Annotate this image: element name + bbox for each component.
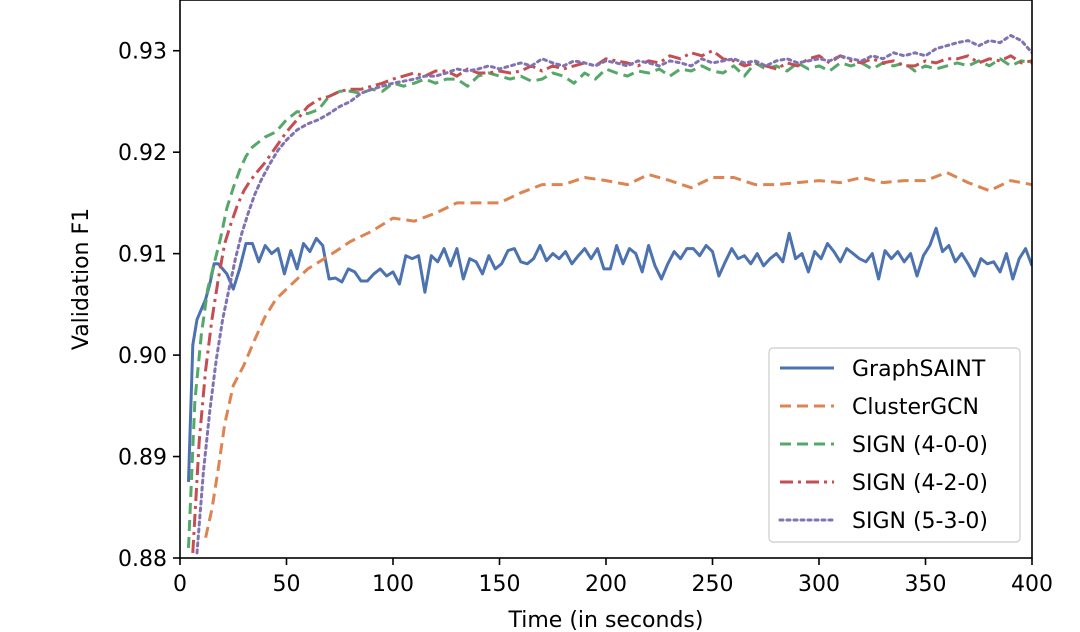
x-tick-label: 0 <box>173 572 187 597</box>
x-tick-label: 200 <box>585 572 627 597</box>
y-tick-label: 0.91 <box>118 243 167 268</box>
y-tick-label: 0.90 <box>118 344 167 369</box>
legend-label: SIGN (4-0-0) <box>852 433 988 458</box>
series-line-5 <box>195 34 1032 555</box>
y-tick-label: 0.88 <box>118 547 167 572</box>
y-axis-label: Validation F1 <box>69 208 94 350</box>
y-tick-label: 0.89 <box>118 446 167 471</box>
y-tick-label: 0.92 <box>118 141 167 166</box>
legend-label: SIGN (4-2-0) <box>852 471 988 496</box>
x-tick-label: 100 <box>372 572 414 597</box>
legend-label: GraphSAINT <box>852 357 986 382</box>
x-axis: 0 50 100 150 200 250 300 350 400 <box>173 558 1053 597</box>
legend-label: ClusterGCN <box>852 395 979 420</box>
series-line-1 <box>187 226 1032 482</box>
x-tick-label: 50 <box>273 572 301 597</box>
series-layer <box>187 34 1032 555</box>
x-tick-label: 400 <box>1011 572 1053 597</box>
x-axis-label: Time (in seconds) <box>508 608 704 632</box>
x-tick-label: 350 <box>905 572 947 597</box>
x-tick-label: 150 <box>479 572 521 597</box>
legend-box <box>768 347 1021 543</box>
y-tick-label: 0.93 <box>118 40 167 65</box>
y-axis: 0.88 0.89 0.90 0.91 0.92 0.93 <box>118 40 180 572</box>
legend: GraphSAINT ClusterGCN SIGN (4-0-0) SIGN (4-… <box>768 347 1021 543</box>
x-tick-label: 250 <box>692 572 734 597</box>
x-tick-label: 300 <box>798 572 840 597</box>
legend-label: SIGN (5-3-0) <box>852 509 988 534</box>
